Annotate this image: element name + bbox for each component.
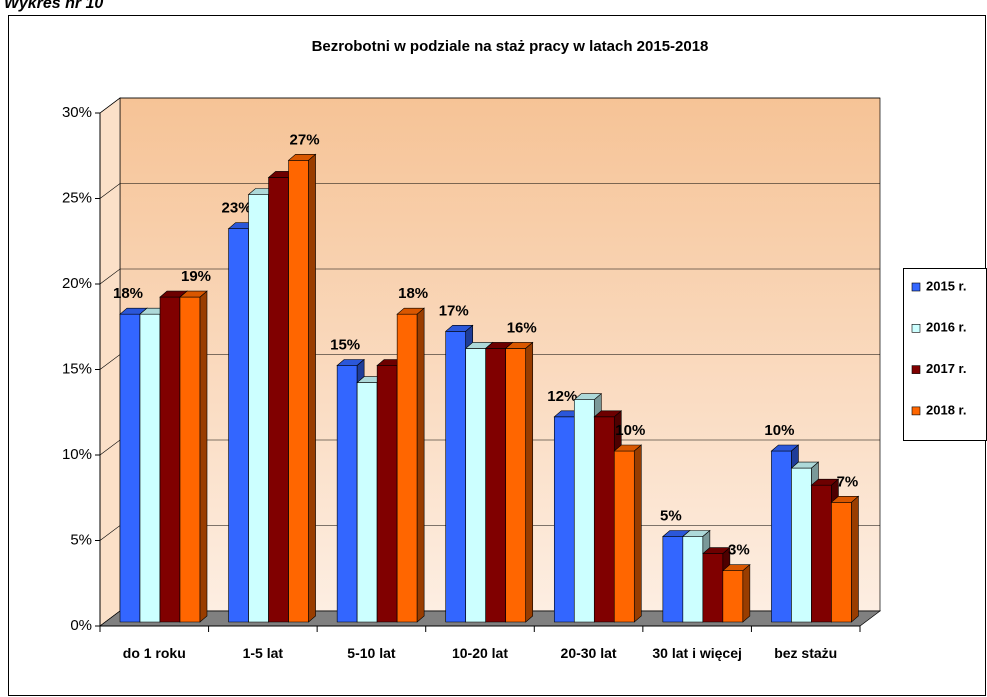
x-tick-label: 30 lat i więcej (652, 645, 742, 661)
bar (830, 495, 860, 623)
data-label: 5% (660, 507, 682, 524)
bar-front (613, 450, 635, 623)
grid-line (99, 268, 880, 285)
bar (722, 564, 751, 623)
y-tick-label: 15% (62, 360, 92, 377)
bar-front (485, 348, 507, 623)
legend-swatch (911, 282, 921, 292)
bar (179, 290, 208, 623)
bar-front (445, 330, 467, 623)
y-tick-label: 10% (62, 446, 92, 463)
y-tick-label: 0% (70, 617, 92, 634)
bar-front (593, 416, 615, 623)
bar-front (811, 484, 832, 623)
legend-label: 2017 r. (926, 361, 967, 376)
bar-side (416, 307, 425, 623)
legend-swatch (911, 406, 921, 416)
data-label: 18% (398, 285, 428, 302)
bar-side (742, 564, 751, 623)
bar-front (682, 536, 704, 623)
bar-front (505, 348, 527, 623)
grid-line (99, 97, 880, 114)
bar-front (139, 313, 161, 623)
legend-label: 2018 r. (926, 402, 967, 417)
bar-front (771, 450, 792, 623)
bar-front (553, 416, 575, 623)
y-tick-label: 30% (62, 104, 92, 121)
bar (504, 341, 534, 623)
grid-line (99, 183, 880, 199)
legend-label: 2015 r. (926, 278, 967, 293)
bar-side (851, 495, 859, 623)
data-label: 19% (181, 268, 211, 285)
x-tick-label: 1-5 lat (242, 645, 284, 661)
y-tick-label: 5% (70, 531, 92, 548)
data-label: 12% (547, 388, 577, 405)
data-label: 7% (837, 473, 859, 490)
bar (613, 444, 643, 623)
bar-front (336, 365, 358, 623)
bar-side (199, 290, 208, 623)
x-tick-label: 5-10 lat (347, 645, 396, 661)
bar-front (662, 536, 684, 623)
data-label: 10% (615, 422, 645, 439)
bar-side (525, 341, 534, 623)
data-label: 23% (222, 200, 252, 217)
x-tick-label: do 1 roku (122, 645, 186, 661)
data-label: 15% (330, 336, 360, 353)
bar-front (376, 365, 398, 623)
bar (396, 307, 425, 623)
bar-side (308, 153, 316, 623)
bar-front (465, 348, 487, 623)
bar-front (288, 160, 309, 623)
bar-front (396, 313, 418, 623)
x-tick-label: bez stażu (774, 645, 838, 661)
legend-swatch (911, 365, 921, 374)
bar-front (356, 382, 378, 623)
bar-side (633, 444, 642, 623)
x-tick-label: 20-30 lat (560, 645, 617, 661)
data-label: 18% (113, 285, 143, 302)
data-label: 3% (728, 542, 750, 559)
y-tick-label: 20% (62, 275, 92, 292)
bar-front (702, 553, 724, 623)
chart-title: Bezrobotni w podziale na staż pracy w la… (312, 38, 709, 55)
bar-front (268, 177, 289, 623)
legend-label: 2016 r. (926, 320, 967, 335)
data-label: 17% (439, 302, 469, 319)
bar-front (248, 194, 269, 623)
bar-front (228, 228, 249, 623)
bar-front (573, 399, 595, 623)
bar-front (159, 296, 181, 623)
y-tick-label: 25% (62, 189, 92, 206)
data-label: 27% (290, 131, 320, 148)
page-header: Wykres nr 10 (4, 0, 103, 12)
bar-front (722, 570, 744, 623)
x-tick-label: 10-20 lat (451, 645, 509, 661)
legend-swatch (911, 323, 921, 333)
data-label: 16% (507, 319, 537, 336)
data-label: 10% (764, 422, 794, 439)
bar (287, 153, 317, 623)
bar-front (831, 501, 852, 623)
bar-front (179, 296, 201, 623)
bar-front (119, 313, 141, 623)
bar-front (791, 467, 812, 623)
